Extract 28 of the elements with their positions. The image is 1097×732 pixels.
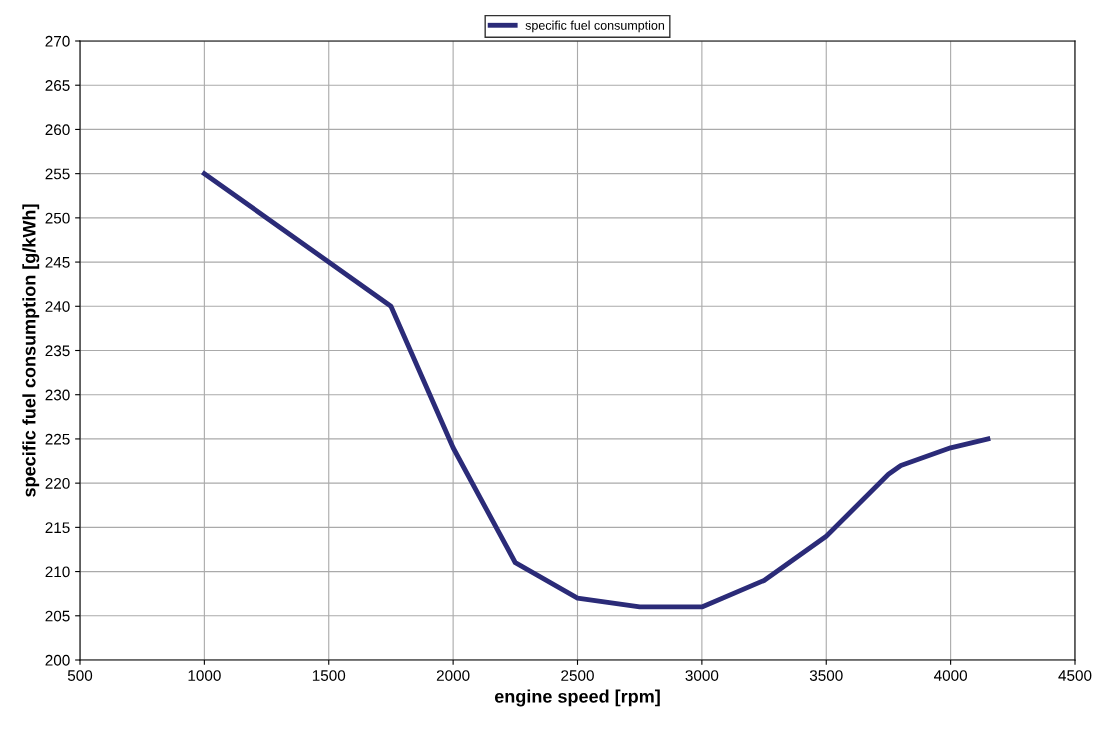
y-tick-label: 220 — [45, 478, 70, 489]
x-axis-title: engine speed [rpm] — [494, 689, 660, 707]
y-tick-label: 205 — [45, 610, 70, 622]
x-tick-label: 4500 — [1058, 670, 1092, 681]
y-axis-title: specific fuel consumption [g/kWh] — [22, 204, 40, 497]
y-tick-label: 215 — [45, 522, 70, 534]
y-tick-label: 270 — [45, 35, 70, 47]
x-tick-label: 1500 — [312, 670, 346, 681]
y-tick-label: 245 — [45, 256, 70, 268]
x-tick-label: 500 — [67, 670, 93, 681]
y-tick-label: 235 — [45, 345, 70, 357]
x-tick-label: 3500 — [809, 670, 843, 681]
y-tick-label: 255 — [45, 168, 70, 180]
y-tick-label: 260 — [45, 124, 70, 136]
x-tick-label: 4000 — [933, 670, 968, 681]
y-tick-label: 250 — [45, 212, 70, 224]
legend-label: specific fuel consumption — [525, 20, 665, 33]
x-tick-label: 3000 — [685, 670, 719, 681]
y-tick-label: 210 — [45, 566, 70, 578]
y-tick-label: 230 — [45, 389, 70, 401]
y-tick-label: 200 — [45, 654, 70, 666]
y-tick-label: 265 — [45, 80, 70, 91]
line-series — [201, 171, 991, 610]
y-tick-label: 225 — [45, 433, 70, 445]
x-tick-label: 2000 — [436, 670, 470, 681]
x-tick-label: 1000 — [188, 670, 221, 681]
x-tick-label: 2500 — [561, 670, 594, 681]
y-tick-label: 240 — [45, 301, 70, 312]
